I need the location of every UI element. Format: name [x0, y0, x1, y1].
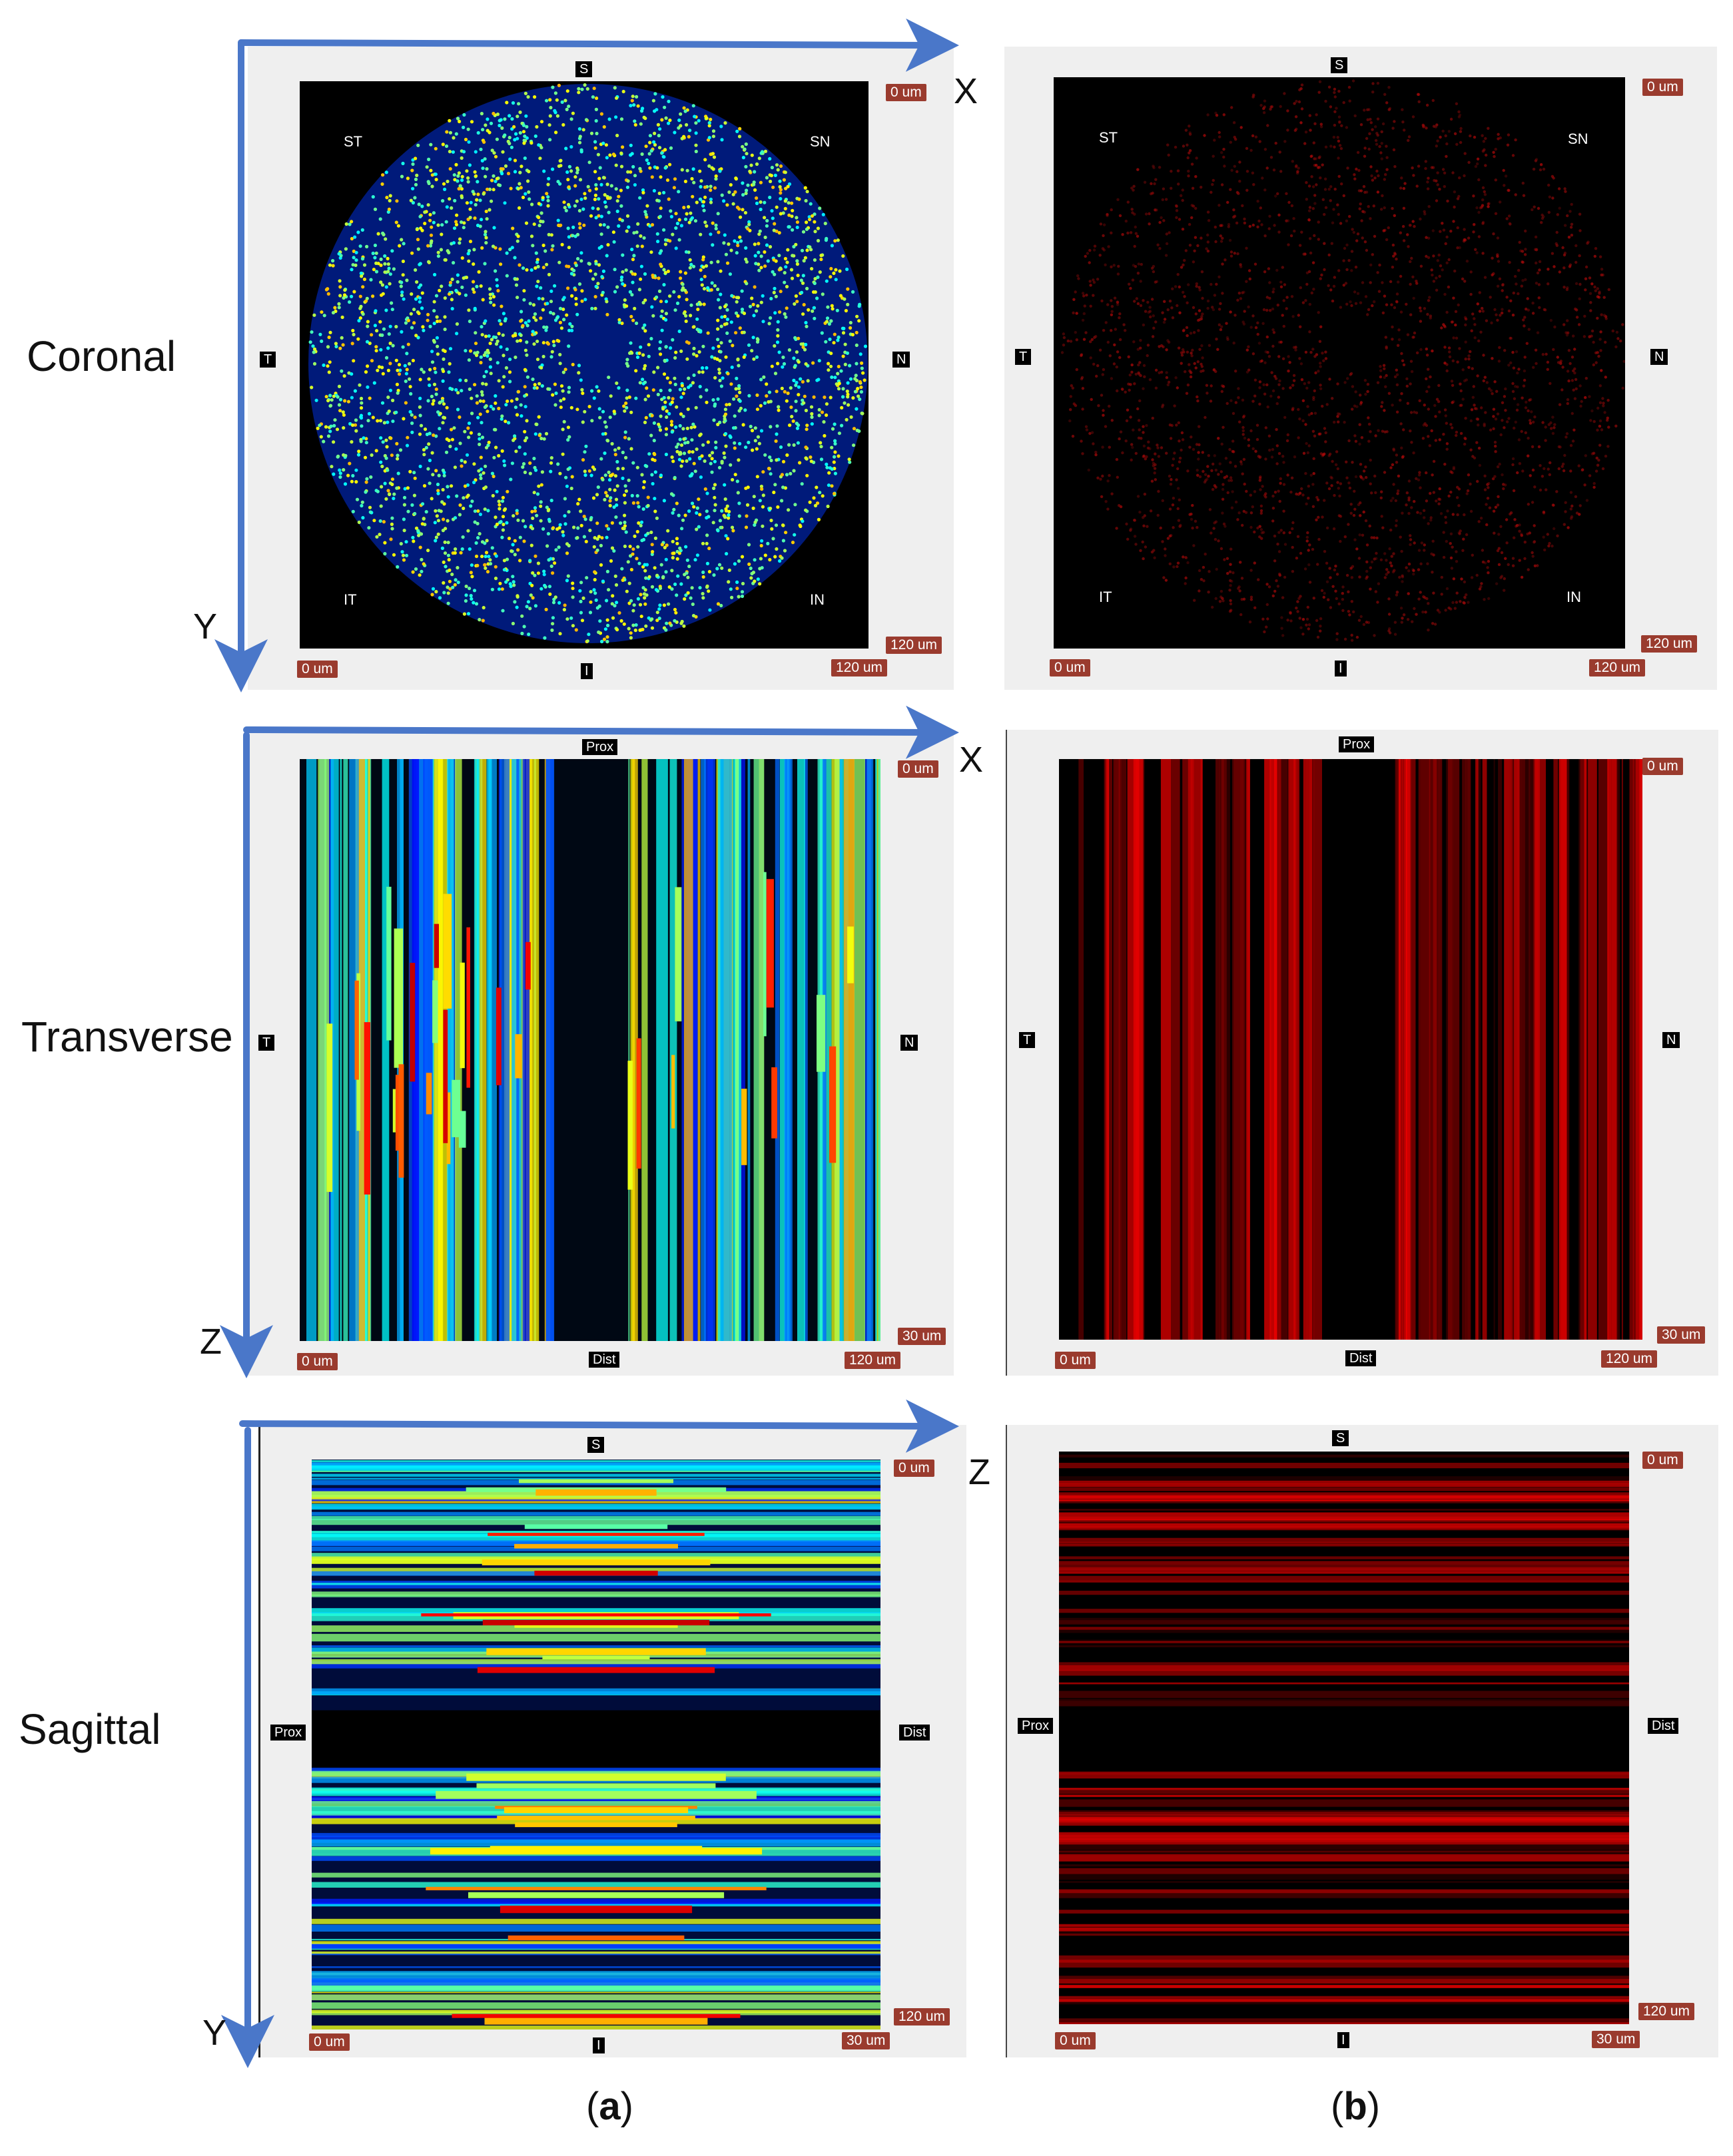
transverse-a-right-tag: N: [900, 1035, 918, 1051]
sagittal-b-bottom-tag: I: [1337, 2032, 1349, 2048]
sagittal-b-scale-top-right: 0 um: [1642, 1452, 1683, 1469]
coronal-b-corner-br: IN: [1566, 589, 1581, 605]
coronal-a-right-tag: N: [892, 352, 910, 368]
sagittal-a-right-tag: Dist: [899, 1725, 930, 1741]
sagittal-a-scale-top-right: 0 um: [894, 1460, 934, 1477]
transverse-a-left-tag: T: [258, 1035, 275, 1051]
coronal-a-bottom-tag: I: [581, 663, 593, 679]
sagittal-y-letter: Y: [202, 2013, 227, 2053]
coronal-a-top-tag: S: [575, 61, 593, 77]
coronal-a-scale-top-right: 0 um: [886, 84, 926, 101]
coronal-a-corner-tr: SN: [810, 133, 831, 150]
sagittal-a-scale-bottom-right: 120 um: [894, 2008, 950, 2025]
coronal-a-cone-mosaic: [308, 83, 868, 644]
transverse-a-scale-top-right: 0 um: [898, 760, 938, 778]
transverse-a-image: [300, 759, 880, 1341]
coronal-a-image: [300, 81, 868, 649]
subfigure-b-open: (: [1331, 2085, 1344, 2128]
transverse-b-scale-bottom-left: 0 um: [1055, 1352, 1096, 1369]
transverse-b-scale-bottom-right: 30 um: [1657, 1326, 1706, 1344]
row-label-coronal: Coronal: [27, 332, 176, 380]
transverse-a-scale-bottom-left: 0 um: [297, 1353, 338, 1370]
coronal-a-left-tag: T: [260, 352, 276, 368]
transverse-b-streaks: [1078, 759, 1642, 1340]
sagittal-b-left-tag: Prox: [1018, 1718, 1054, 1734]
coronal-x-letter: X: [954, 71, 978, 111]
sagittal-b-scale-bottom-mid: 30 um: [1592, 2031, 1640, 2048]
transverse-a-scale-bottom-mid: 120 um: [845, 1352, 901, 1369]
coronal-a-scale-bottom-right: 120 um: [886, 637, 942, 654]
coronal-b-corner-tr: SN: [1568, 131, 1588, 147]
transverse-b-left-tag: T: [1019, 1032, 1036, 1048]
coronal-b-corner-bl: IT: [1099, 589, 1112, 605]
coronal-b-cone-mosaic: [1060, 79, 1625, 642]
sagittal-a-scale-bottom-mid: 30 um: [842, 2032, 890, 2049]
transverse-a-top-tag: Prox: [582, 739, 618, 755]
sagittal-z-letter: Z: [968, 1452, 990, 1492]
coronal-y-letter: Y: [193, 607, 218, 647]
sagittal-a-image: [312, 1460, 880, 2029]
row-label-transverse: Transverse: [21, 1013, 233, 1061]
row-label-sagittal: Sagittal: [19, 1705, 161, 1753]
transverse-x-letter: X: [959, 740, 984, 780]
transverse-a-scale-bottom-right: 30 um: [898, 1328, 946, 1345]
transverse-b-right-tag: N: [1662, 1032, 1680, 1048]
transverse-z-letter: Z: [200, 1322, 222, 1362]
transverse-b-top-tag: Prox: [1339, 736, 1375, 752]
subfigure-b-label: (b): [1331, 2084, 1380, 2129]
sagittal-b-image: [1059, 1452, 1629, 2024]
sagittal-b-scale-bottom-right: 120 um: [1638, 2003, 1695, 2020]
sagittal-a-bottom-tag: I: [593, 2037, 605, 2053]
sagittal-a-scale-bottom-left: 0 um: [309, 2033, 350, 2051]
transverse-a-bottom-tag: Dist: [589, 1352, 620, 1368]
subfigure-a-close: ): [620, 2085, 633, 2128]
coronal-b-right-tag: N: [1650, 349, 1668, 365]
coronal-b-top-tag: S: [1331, 57, 1348, 73]
coronal-a-corner-bl: IT: [344, 591, 357, 608]
coronal-b-scale-bottom-right: 120 um: [1641, 635, 1698, 653]
coronal-a-corner-br: IN: [810, 591, 825, 608]
sagittal-a-top-tag: S: [587, 1437, 605, 1453]
subfigure-a-open: (: [586, 2085, 599, 2128]
coronal-b-image: [1054, 77, 1625, 649]
sagittal-b-right-tag: Dist: [1648, 1718, 1679, 1734]
subfigure-a-letter: a: [599, 2085, 621, 2128]
coronal-b-corner-tl: ST: [1099, 129, 1118, 146]
coronal-a-scale-bottom-mid: 120 um: [831, 659, 888, 676]
transverse-b-scale-bottom-mid: 120 um: [1601, 1350, 1658, 1368]
coronal-a-corner-tl: ST: [344, 133, 363, 150]
coronal-x-axis-arrow: [238, 18, 959, 72]
coronal-b-scale-top-right: 0 um: [1642, 79, 1683, 96]
coronal-b-scale-bottom-mid: 120 um: [1589, 659, 1646, 676]
coronal-b-bottom-tag: I: [1335, 661, 1347, 676]
transverse-b-image: [1059, 759, 1642, 1340]
sagittal-b-top-tag: S: [1332, 1430, 1349, 1446]
sagittal-a-streaks: [312, 1460, 880, 2029]
transverse-b-scale-top-right: 0 um: [1642, 758, 1683, 775]
coronal-a-scale-bottom-left: 0 um: [297, 661, 338, 678]
coronal-b-left-tag: T: [1015, 349, 1032, 365]
subfigure-b-letter: b: [1343, 2085, 1367, 2128]
sagittal-a-left-tag: Prox: [270, 1725, 306, 1741]
subfigure-b-close: ): [1367, 2085, 1381, 2128]
subfigure-a-label: (a): [586, 2084, 633, 2129]
transverse-a-streaks: [300, 759, 880, 1341]
transverse-b-bottom-tag: Dist: [1345, 1350, 1377, 1366]
coronal-b-scale-bottom-left: 0 um: [1050, 659, 1090, 676]
sagittal-b-streaks: [1059, 1454, 1629, 2024]
sagittal-b-scale-bottom-left: 0 um: [1055, 2032, 1096, 2049]
